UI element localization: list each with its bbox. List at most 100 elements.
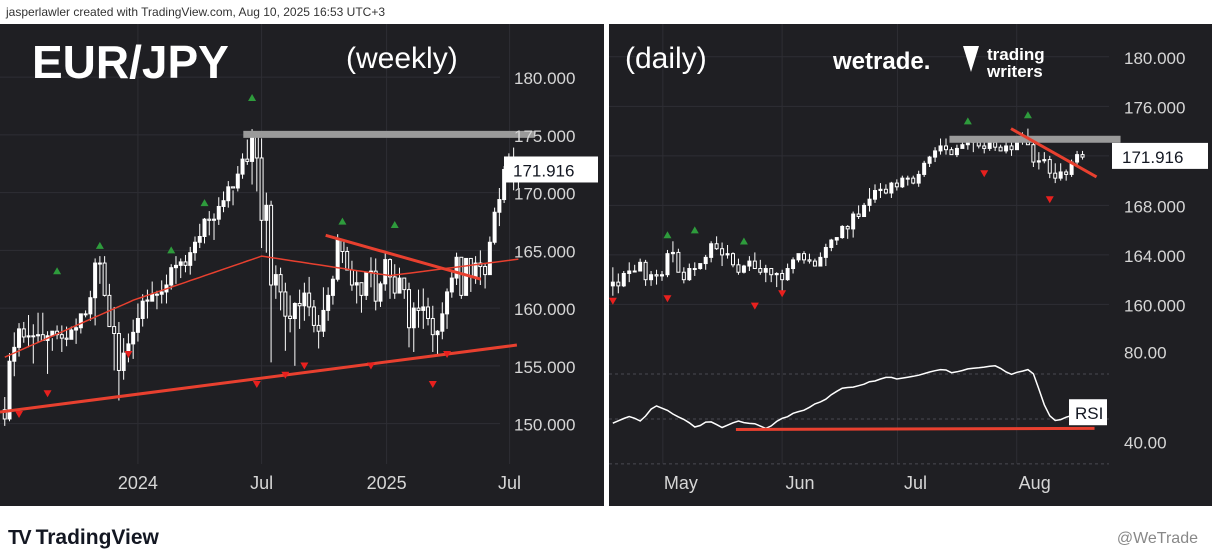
daily-candle-body [976, 141, 981, 147]
weekly-candle-body [112, 326, 117, 335]
y-tick-label: 175.000 [514, 127, 575, 146]
weekly-candle-body [216, 205, 221, 220]
weekly-candle-body [449, 277, 454, 293]
weekly-candle-body [178, 261, 183, 266]
daily-candle-body [698, 263, 703, 270]
x-tick-label: 2025 [367, 473, 407, 493]
daily-candle-body [938, 145, 943, 152]
daily-candle-body [1080, 154, 1085, 158]
weekly-candle-body [492, 211, 497, 243]
weekly-candle-body [102, 262, 107, 296]
weekly-candle-body [483, 266, 488, 276]
swing-high-marker [167, 246, 176, 254]
x-tick-label: Aug [1019, 473, 1051, 493]
daily-candle-body [862, 204, 867, 218]
wetrade-watermark: @WeTrade [1116, 530, 1198, 547]
tradingwriters-logo-line2: writers [986, 62, 1043, 81]
weekly-candle-body [212, 218, 217, 221]
weekly-candle-body [269, 204, 274, 286]
weekly-candle-body [64, 337, 69, 340]
daily-candle-body [660, 274, 664, 277]
y-tick-label: 170.000 [514, 185, 575, 204]
rsi-label-box [1069, 399, 1107, 426]
weekly-candle-body [254, 135, 259, 159]
weekly-candle-body [259, 157, 264, 221]
weekly-candle-body [292, 302, 297, 319]
daily-candle-body [687, 268, 692, 281]
daily-candle-body [960, 144, 965, 149]
daily-candle-body [670, 251, 675, 255]
weekly-candle-body [21, 328, 26, 338]
daily-candle-body [998, 146, 1003, 152]
swing-high-marker [963, 117, 972, 125]
resistance-zone [949, 135, 1121, 143]
daily-candle-body [1036, 160, 1041, 163]
daily-candle-body [720, 248, 725, 256]
swing-low-marker [43, 390, 52, 398]
daily-candle-body [796, 253, 801, 261]
swing-low-marker [778, 290, 787, 298]
weekly-candle-body [326, 294, 331, 311]
weekly-candle-body [373, 270, 378, 302]
daily-candle-body [785, 268, 790, 281]
weekly-candle-body [121, 352, 126, 371]
moving-average-line [4, 255, 519, 358]
rsi-support-line [735, 426, 1095, 432]
weekly-candle-body [426, 306, 431, 319]
weekly-candle-body [416, 307, 421, 311]
weekly-candle-body [283, 291, 288, 317]
y-tick-label: 164.000 [1124, 247, 1185, 266]
weekly-candle-body [497, 199, 502, 213]
rsi-tick-label: 80.00 [1124, 344, 1167, 363]
x-tick-label: Jul [250, 473, 273, 493]
swing-low-marker [366, 362, 375, 370]
chart-credit: jasperlawler created with TradingView.co… [6, 5, 385, 19]
chart-subtitle: (daily) [625, 42, 707, 75]
y-tick-label: 168.000 [1124, 197, 1185, 216]
weekly-candle-body [435, 330, 440, 336]
daily-candle-body [632, 270, 637, 273]
tradingview-logo: TV TradingView [8, 526, 159, 550]
weekly-candle-body [402, 277, 407, 291]
daily-candle-body [894, 182, 899, 188]
x-tick-label: Jun [786, 473, 815, 493]
daily-candle-body [949, 149, 954, 156]
swing-high-marker [53, 267, 62, 275]
daily-candle-body [780, 272, 785, 281]
rising-support-line [0, 343, 518, 414]
weekly-candle-body [93, 262, 98, 299]
daily-candle-body [873, 190, 877, 200]
weekly-candle-body [378, 283, 383, 302]
last-price-box [1112, 142, 1208, 169]
swing-low-marker [281, 371, 290, 379]
weekly-candle-body [321, 309, 326, 332]
chart-subtitle: (weekly) [346, 42, 458, 75]
weekly-candle-body [421, 306, 426, 311]
x-tick-label: May [664, 473, 698, 493]
weekly-candle-body [316, 324, 321, 332]
rsi-line [612, 365, 1083, 430]
weekly-candle-body [383, 259, 388, 285]
weekly-candle-body [387, 259, 392, 278]
daily-candle-body [911, 177, 916, 184]
weekly-candle-body [311, 306, 316, 326]
y-tick-label: 160.000 [514, 300, 575, 319]
daily-candle-body [703, 256, 708, 265]
daily-candle-body [763, 268, 768, 273]
weekly-candle-body [78, 313, 83, 329]
resistance-zone [243, 130, 535, 138]
daily-candle-body [905, 177, 910, 180]
swing-high-marker [95, 241, 104, 249]
swing-high-marker [1023, 111, 1032, 119]
weekly-candle-body [297, 302, 302, 307]
weekly-candle-body [145, 299, 150, 302]
y-tick-label: 165.000 [514, 242, 575, 261]
daily-candle-body [883, 188, 888, 194]
daily-candle-body [812, 260, 817, 267]
weekly-candle-body [397, 277, 402, 294]
weekly-candle-body [69, 329, 74, 340]
weekly-candle-body [226, 186, 231, 202]
weekly-candle-body [335, 239, 340, 280]
weekly-candle-body [273, 274, 278, 286]
daily-candle-body [731, 253, 735, 266]
